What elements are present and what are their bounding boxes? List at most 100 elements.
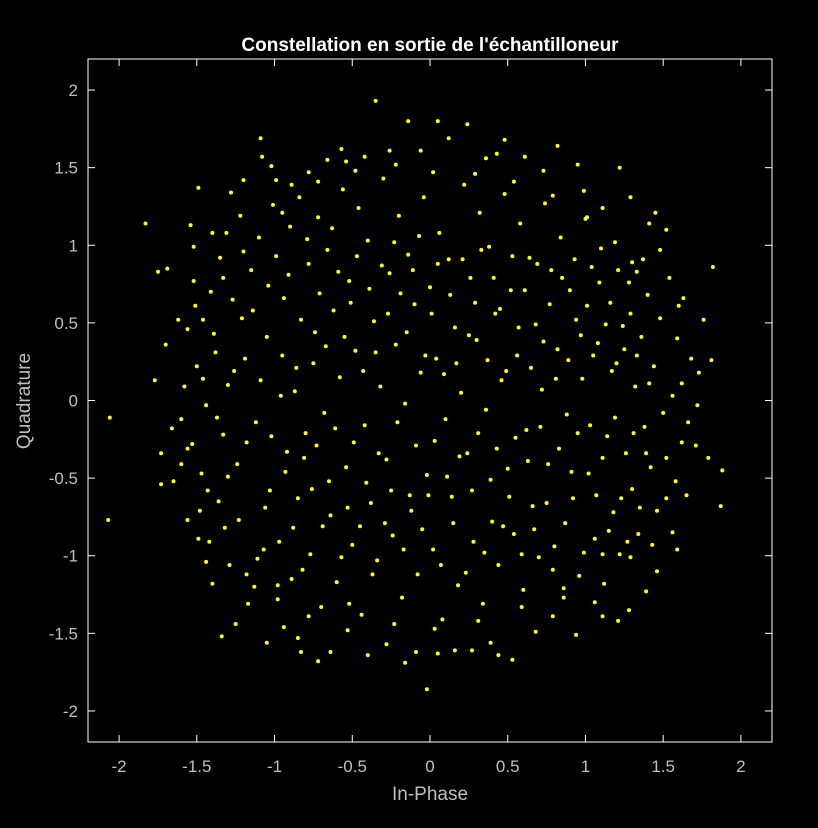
scatter-point — [269, 164, 274, 169]
scatter-point — [333, 426, 338, 431]
scatter-point — [277, 539, 282, 544]
scatter-point — [311, 361, 316, 366]
scatter-point — [515, 353, 520, 358]
scatter-point — [432, 438, 437, 443]
scatter-point — [339, 555, 344, 560]
scatter-point — [303, 431, 308, 436]
scatter-point — [473, 171, 478, 176]
scatter-point — [269, 434, 274, 439]
scatter-point — [358, 524, 362, 529]
scatter-point — [617, 552, 622, 557]
scatter-point — [625, 539, 630, 544]
x-tick-label: 2 — [736, 757, 745, 776]
scatter-point — [639, 334, 644, 339]
scatter-point — [446, 136, 451, 141]
scatter-point — [664, 227, 669, 232]
scatter-point — [379, 263, 384, 268]
scatter-point — [631, 431, 636, 436]
scatter-point — [373, 350, 378, 355]
scatter-point — [325, 247, 330, 252]
scatter-point — [222, 525, 227, 530]
scatter-point — [442, 372, 446, 377]
scatter-point — [280, 210, 285, 215]
scatter-point — [342, 334, 347, 339]
scatter-point — [536, 555, 541, 560]
scatter-point — [544, 501, 549, 505]
scatter-point — [376, 451, 381, 456]
scatter-point — [591, 353, 596, 358]
scatter-point — [504, 369, 509, 373]
scatter-point — [257, 235, 261, 240]
scatter-point — [359, 612, 364, 617]
scatter-point — [477, 210, 482, 215]
scatter-point — [510, 254, 515, 259]
scatter-point — [382, 521, 387, 526]
scatter-point — [561, 595, 566, 600]
scatter-point — [487, 244, 492, 249]
scatter-point — [628, 311, 633, 316]
scatter-point — [530, 504, 535, 509]
scatter-point — [218, 255, 223, 260]
scatter-point — [695, 403, 700, 408]
scatter-point — [249, 268, 254, 273]
scatter-point — [581, 550, 586, 555]
scatter-point — [709, 358, 714, 363]
scatter-point — [679, 440, 684, 445]
scatter-point — [473, 300, 478, 305]
scatter-point — [201, 376, 205, 381]
scatter-point — [291, 525, 296, 530]
scatter-point — [437, 230, 442, 235]
scatter-point — [322, 410, 327, 415]
scatter-point — [317, 291, 322, 296]
scatter-point — [571, 496, 575, 501]
scatter-point — [375, 558, 380, 563]
scatter-point — [368, 501, 373, 505]
scatter-point — [384, 457, 389, 462]
scatter-point — [319, 605, 324, 609]
scatter-point — [658, 316, 663, 321]
scatter-point — [344, 159, 349, 164]
scatter-point — [197, 508, 202, 513]
scatter-point — [535, 261, 540, 266]
scatter-point — [597, 280, 602, 285]
scatter-point — [340, 187, 345, 192]
scatter-point — [143, 221, 148, 226]
scatter-point — [510, 657, 515, 662]
scatter-point — [630, 487, 635, 491]
scatter-point — [518, 221, 523, 226]
scatter-point — [524, 428, 529, 432]
scatter-point — [216, 499, 221, 504]
scatter-point — [494, 151, 499, 156]
scatter-point — [156, 269, 160, 274]
scatter-point — [465, 451, 470, 456]
scatter-point — [308, 552, 313, 557]
scatter-point — [152, 378, 157, 383]
scatter-point — [306, 614, 311, 619]
scatter-point — [586, 471, 591, 476]
scatter-point — [608, 300, 613, 305]
scatter-point — [508, 288, 513, 293]
scatter-point — [320, 524, 325, 529]
scatter-point — [285, 449, 289, 454]
scatter-point — [201, 317, 205, 322]
scatter-point — [460, 257, 465, 262]
scatter-point — [179, 417, 184, 422]
scatter-point — [241, 249, 246, 254]
scatter-point — [564, 412, 569, 417]
y-axis-label: Quadrature — [14, 353, 35, 449]
scatter-point — [710, 265, 715, 269]
scatter-point — [482, 550, 487, 555]
scatter-point — [580, 376, 585, 381]
scatter-point — [398, 291, 403, 296]
scatter-point — [617, 165, 622, 170]
scatter-point — [647, 381, 652, 386]
scatter-point — [636, 532, 641, 536]
scatter-point — [372, 319, 376, 324]
scatter-point — [404, 330, 409, 335]
scatter-point — [344, 465, 349, 470]
scatter-point — [470, 648, 474, 653]
scatter-point — [420, 527, 425, 532]
scatter-point — [693, 443, 698, 448]
scatter-point — [594, 493, 599, 498]
